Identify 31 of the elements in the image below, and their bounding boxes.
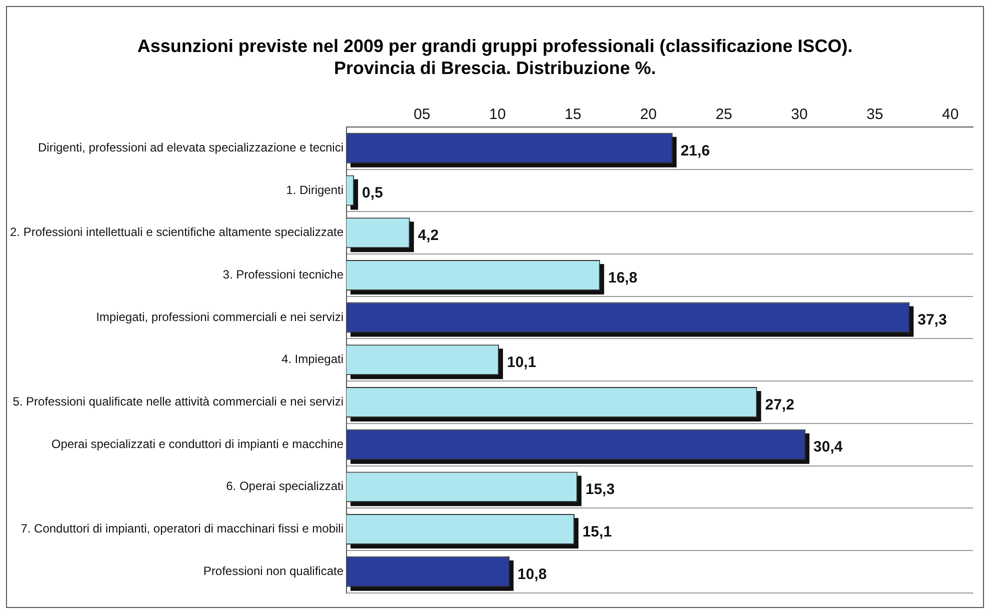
x-tick-label: 40	[942, 106, 959, 124]
data-label: 15,3	[585, 481, 615, 498]
y-tick-label: 1. Dirigenti	[286, 182, 344, 197]
y-tick-label: Impiegati, professioni commerciali e nei servizi	[96, 310, 344, 324]
y-tick-label: 4. Impiegati	[281, 352, 344, 366]
data-label: 16,8	[608, 269, 638, 286]
y-tick-label: Operai specializzati e conduttori di impianti e macchine	[51, 436, 344, 451]
x-tick-label: 35	[866, 106, 884, 124]
data-label: 4,2	[418, 227, 439, 244]
x-tick-label: 20	[640, 106, 657, 124]
data-label: 37,3	[918, 312, 947, 329]
data-label: 27,2	[765, 396, 794, 414]
y-tick-label: Professioni non qualificate	[203, 564, 344, 578]
x-tick-label: 25	[716, 106, 732, 124]
x-tick-label: 30	[791, 106, 808, 124]
chart-title: Assunzioni previste nel 2009 per grandi gruppi professionali (classificazione ISCO). Provincia di Brescia. Distribuzione %.	[136, 35, 854, 79]
y-tick-label: 5. Professioni qualificate nelle attività commerciali e nei servizi	[12, 394, 344, 409]
y-tick-label: 6. Operai specializzati	[226, 479, 344, 494]
x-tick-label: 15	[564, 106, 582, 124]
data-label: 15,1	[582, 523, 612, 540]
x-tick-label: 10	[489, 106, 506, 124]
y-tick-label: 2. Professioni intellettuali e scientifiche altamente specializzate	[10, 225, 344, 240]
data-label: 21,6	[680, 142, 710, 160]
data-label: 0,5	[362, 184, 383, 202]
data-label: 10,8	[518, 566, 547, 583]
y-tick-label: 7. Conduttori di impianti, operatori di macchinari fissi e mobili	[20, 522, 344, 536]
y-tick-label: 3. Professioni tecniche	[222, 268, 344, 282]
x-tick-label: 05	[414, 106, 430, 124]
data-label: 10,1	[506, 354, 536, 372]
data-label: 30,4	[813, 438, 844, 456]
y-tick-label: Dirigenti, professioni ad elevata specializzazione e tecnici	[38, 140, 344, 154]
